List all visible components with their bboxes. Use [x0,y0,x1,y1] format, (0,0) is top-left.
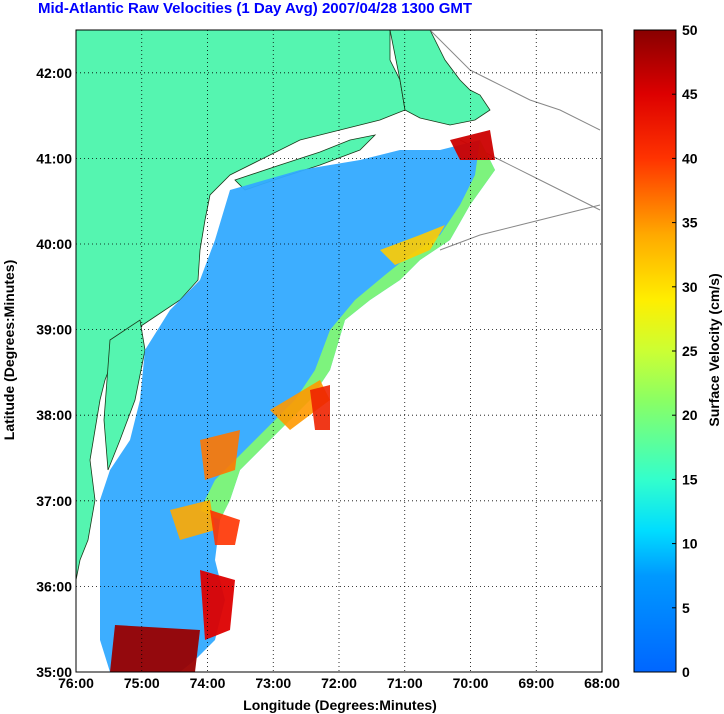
colorbar-tick-label: 40 [682,150,698,166]
y-tick-label: 41:00 [36,150,72,166]
y-tick-label: 40:00 [36,236,72,252]
y-axis-label: Latitude (Degrees:Minutes) [1,260,17,440]
y-tick-label: 35:00 [36,664,72,680]
x-tick-label: 73:00 [255,675,291,691]
plot-frame [75,29,603,673]
colorbar-label: Surface Velocity (cm/s) [706,273,722,426]
colorbar-tick-label: 0 [682,664,690,680]
y-tick-label: 37:00 [36,493,72,509]
x-tick-label: 75:00 [124,675,160,691]
y-tick-label: 39:00 [36,322,72,338]
x-tick-label: 76:00 [58,675,94,691]
x-tick-label: 68:00 [584,675,620,691]
colorbar-tick-label: 15 [682,471,698,487]
map-title: Mid-Atlantic Raw Velocities (1 Day Avg) … [38,0,473,17]
x-tick-label: 74:00 [190,675,226,691]
land-mass [76,30,406,581]
colorbar-tick-label: 50 [682,22,698,38]
x-tick-label: 71:00 [387,675,423,691]
y-tick-label: 38:00 [36,407,72,423]
colorbar-tick-label: 20 [682,407,698,423]
x-tick-label: 72:00 [321,675,357,691]
y-tick-label: 42:00 [36,65,72,81]
colorbar-tick-label: 10 [682,536,698,552]
colorbar-tick-label: 25 [682,343,698,359]
colorbar-tick-label: 5 [682,600,690,616]
delmarva [103,319,146,471]
colorbar-tick-label: 45 [682,86,698,102]
x-tick-label: 69:00 [518,675,554,691]
y-tick-label: 36:00 [36,578,72,594]
colorbar [633,29,677,673]
shelf-break-band [200,140,495,520]
colorbar-tick-label: 35 [682,215,698,231]
x-tick-label: 70:00 [453,675,489,691]
colorbar-tick-label: 30 [682,279,698,295]
x-axis-label: Longitude (Degrees:Minutes) [243,697,437,713]
